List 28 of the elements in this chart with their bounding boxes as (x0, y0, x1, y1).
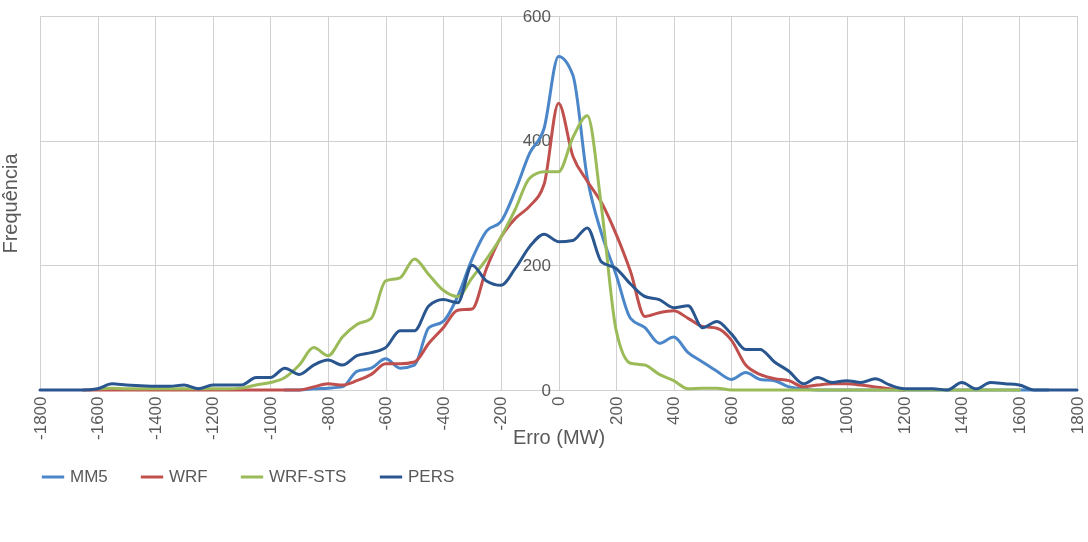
x-axis-title: Erro (MW) (512, 425, 606, 448)
x-tick-label: -1400 (145, 396, 165, 440)
x-tick-label: 400 (664, 396, 684, 425)
x-tick-label: 800 (779, 396, 799, 425)
x-tick-label: -800 (318, 396, 338, 431)
x-tick-label: 0 (549, 396, 568, 406)
legend-label: PERS (408, 467, 455, 486)
legend-label: WRF (169, 467, 208, 486)
legend-label: WRF-STS (269, 467, 347, 486)
x-tick-label: 600 (721, 396, 741, 425)
y-tick-label: 600 (522, 6, 551, 26)
x-tick-label: 1200 (894, 396, 914, 435)
x-tick-label: 1800 (1067, 396, 1087, 435)
x-tick-label: 1600 (1009, 396, 1029, 435)
x-tick-label: -1800 (30, 396, 50, 440)
x-tick-label: -1600 (88, 396, 108, 440)
x-tick-label: 1000 (837, 396, 857, 435)
legend-label: MM5 (70, 467, 108, 486)
x-tick-label: -600 (376, 396, 396, 431)
x-tick-label: 200 (606, 396, 626, 425)
y-tick-label: 200 (522, 255, 551, 275)
x-tick-label: 1400 (952, 396, 972, 435)
x-tick-label: -1000 (260, 396, 280, 440)
x-tick-label: -400 (433, 396, 453, 431)
y-axis-title: Frequência (0, 152, 21, 254)
x-tick-label: -200 (491, 396, 511, 431)
y-tick-label: 0 (541, 380, 551, 400)
x-tick-label: -1200 (203, 396, 223, 440)
